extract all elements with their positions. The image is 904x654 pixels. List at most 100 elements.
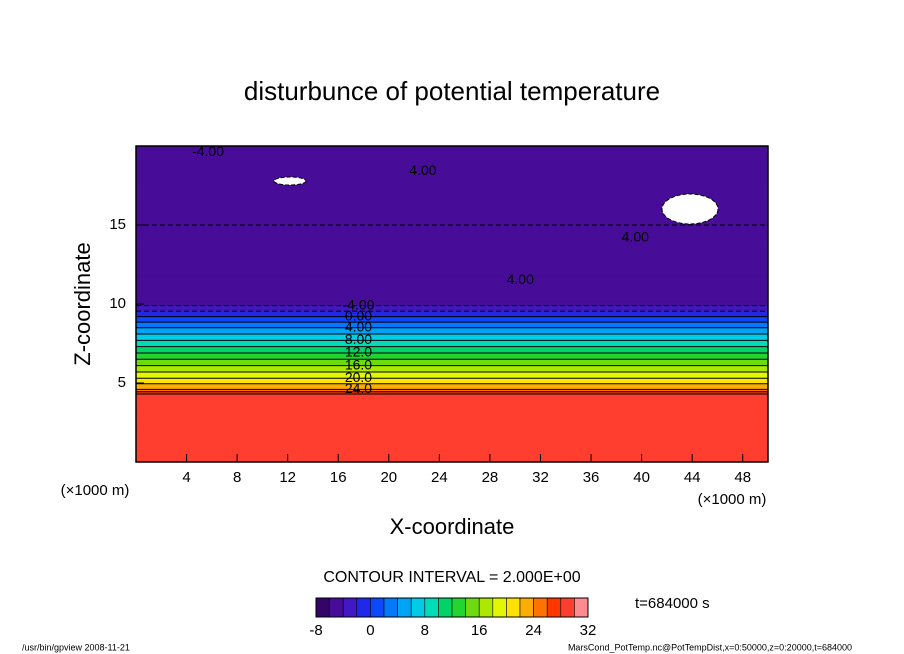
x-axis-label: X-coordinate (390, 514, 515, 539)
fill-strip (136, 404, 768, 409)
colorbar-cell (546, 597, 562, 618)
fill-strip (136, 397, 768, 402)
colorbar-cell (383, 597, 398, 618)
fill-strip (136, 337, 768, 339)
fill-strip (136, 364, 768, 366)
fill-strip (136, 414, 768, 419)
fill-strip (136, 260, 768, 264)
fill-strip (136, 330, 768, 332)
fill-strip (136, 445, 768, 449)
fill-strip (136, 165, 768, 171)
fill-strip (136, 316, 768, 318)
fill-strip (136, 407, 768, 412)
fill-strip (136, 387, 768, 389)
fill-strip (136, 265, 768, 269)
fill-strip (136, 375, 768, 377)
fill-strip (136, 326, 768, 328)
fill-strip (136, 353, 768, 355)
contour-label: 4.00 (409, 162, 436, 178)
fill-strip (136, 359, 768, 362)
colorbar-cell (342, 597, 358, 618)
fill-strip (136, 411, 768, 415)
contour-label: 0.00 (345, 307, 372, 323)
fill-strip (136, 339, 768, 341)
fill-strip (136, 366, 768, 368)
fill-strip (136, 335, 768, 337)
fill-strip (136, 319, 768, 322)
fill-strip (136, 386, 768, 388)
fill-strip (136, 300, 768, 303)
fill-strip (136, 318, 768, 320)
fill-strip (136, 374, 768, 376)
x-tick-label: 40 (633, 469, 650, 486)
fill-strip (136, 323, 768, 325)
fill-strip (136, 314, 768, 317)
field-segment (136, 327, 768, 341)
fill-strip (136, 382, 768, 384)
fill-strip (136, 236, 768, 240)
field-segment (136, 225, 768, 273)
colorbar-cell (492, 597, 507, 618)
fill-strip (136, 355, 768, 357)
fill-strip (136, 379, 768, 381)
colorbar-tick-label: -8 (309, 622, 322, 639)
fill-strip (136, 357, 768, 359)
colorbar-cell (370, 597, 385, 618)
fill-strip (136, 185, 768, 190)
fill-strip (136, 356, 768, 358)
fill-strip (136, 369, 768, 371)
fill-strip (136, 312, 768, 314)
x-tick-label: 32 (532, 469, 549, 486)
fill-strip (136, 315, 768, 317)
field-segment (136, 352, 768, 367)
fill-strip (136, 262, 768, 266)
fill-strip (136, 267, 768, 271)
fill-strip (136, 311, 768, 313)
fill-strip (136, 360, 768, 362)
colorbar-cell (478, 597, 494, 618)
fill-strip (136, 323, 768, 325)
fill-strip (136, 258, 768, 262)
y-tick-label: 15 (109, 216, 126, 233)
fill-strip (136, 325, 768, 327)
fill-strip (136, 383, 768, 385)
fill-strip (136, 381, 768, 383)
fill-strip (136, 347, 768, 350)
fill-strip (136, 365, 768, 367)
fill-strip (136, 332, 768, 334)
fill-strip (136, 349, 768, 351)
colorbar-tick-label: 32 (580, 622, 597, 639)
x-tick-label: 8 (233, 469, 241, 486)
fill-strip (136, 302, 768, 305)
fill-strip (136, 217, 768, 222)
fill-strip (136, 345, 768, 347)
fill-strip (136, 331, 768, 333)
fill-strip (136, 234, 768, 238)
fill-strip (136, 322, 768, 324)
fill-strip (136, 329, 768, 331)
fill-strip (136, 368, 768, 370)
fill-strip (136, 181, 768, 186)
fill-strip (136, 274, 768, 277)
fill-strip (136, 253, 768, 257)
fill-strip (136, 292, 768, 295)
fill-strip (136, 344, 768, 346)
field-segment (136, 146, 768, 226)
fill-strip (136, 347, 768, 349)
fill-strip (136, 370, 768, 372)
footer-right: MarsCond_PotTemp.nc@PotTempDist,x=0:5000… (568, 642, 852, 652)
fill-strip (136, 330, 768, 332)
x-tick-label: 36 (583, 469, 600, 486)
fill-strip (136, 379, 768, 381)
fill-strip (136, 285, 768, 288)
contour-label: 4.00 (507, 271, 534, 287)
fill-strip (136, 328, 768, 330)
fill-strip (136, 356, 768, 358)
fill-strip (136, 385, 768, 387)
fill-strip (136, 380, 768, 382)
fill-strip (136, 243, 768, 247)
contour-label: 4.00 (345, 318, 372, 334)
fill-strip (136, 359, 768, 361)
fill-strip (136, 340, 768, 342)
